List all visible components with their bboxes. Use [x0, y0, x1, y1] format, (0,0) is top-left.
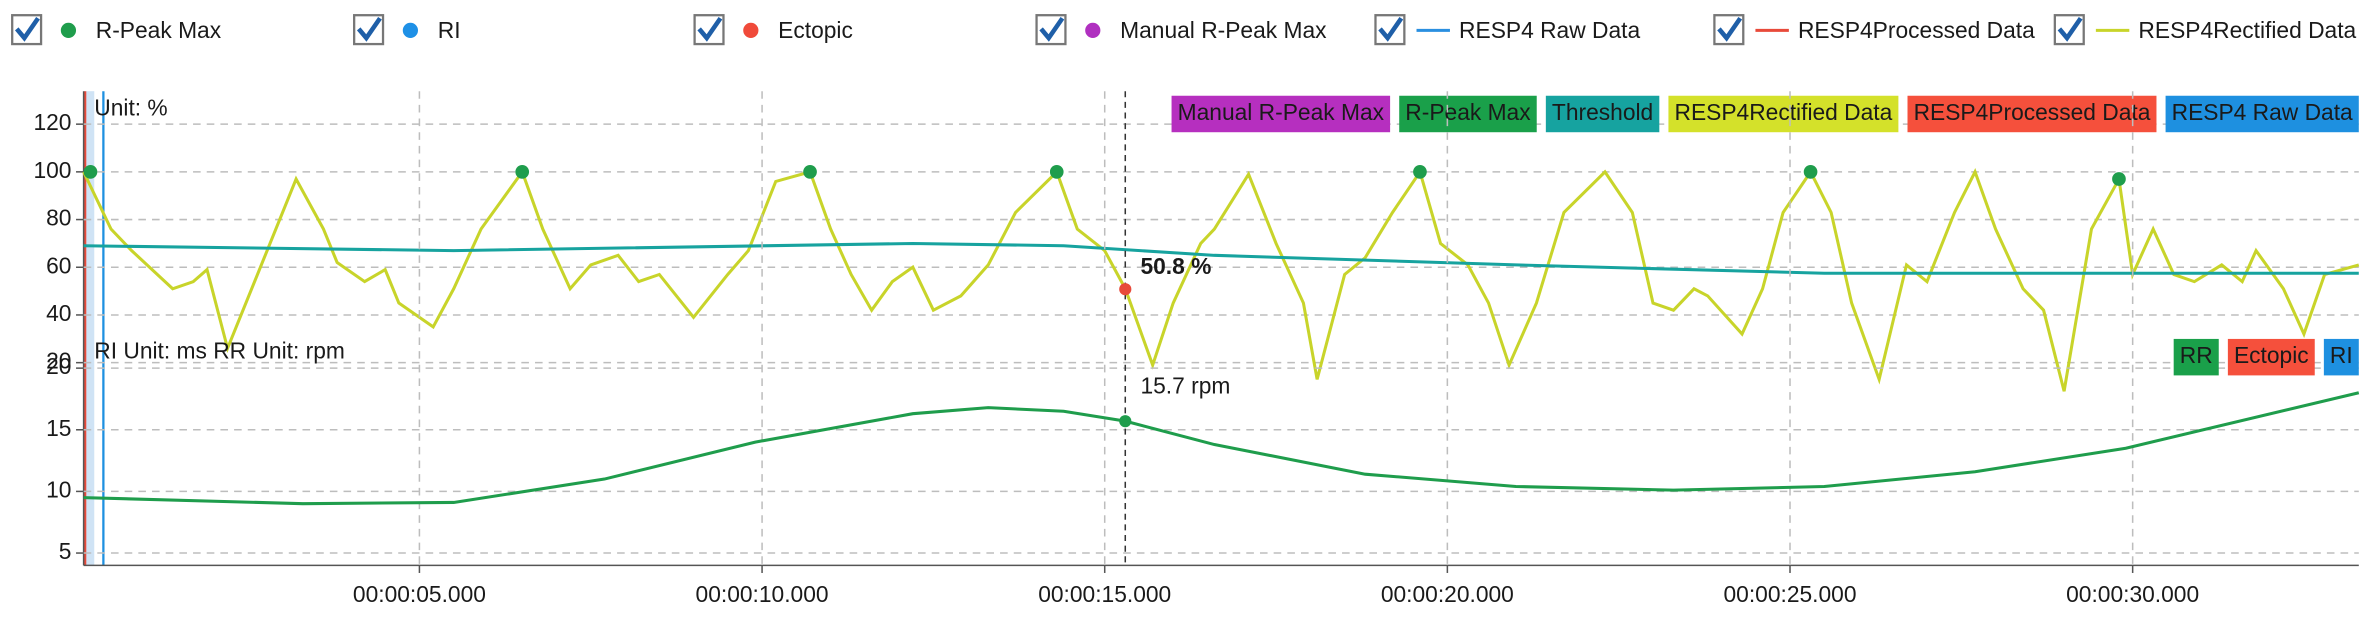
- x-tick-label: 00:00:30.000: [2066, 581, 2199, 607]
- series-tag: [1171, 95, 1391, 133]
- legend-label: Manual R-Peak Max: [1120, 17, 1327, 43]
- series-line: [82, 168, 2360, 392]
- checkmark[interactable]: [1378, 16, 1404, 42]
- series-line: [83, 241, 2359, 275]
- cursor-label: 15.7 rpm: [1140, 373, 1230, 399]
- series-tag: [2165, 95, 2359, 133]
- checkmark[interactable]: [2057, 16, 2083, 42]
- y-tick-label: 15: [46, 415, 71, 441]
- legend-label: RESP4 Raw Data: [1459, 17, 1640, 43]
- x-tick-label: 00:00:10.000: [696, 581, 829, 607]
- y-tick-label: 10: [46, 476, 71, 502]
- unit-label: Unit: %: [94, 94, 167, 120]
- checkmark[interactable]: [697, 16, 723, 42]
- series-line: [83, 391, 2360, 506]
- y-tick-label: 20: [46, 348, 71, 374]
- checkmark[interactable]: [15, 16, 40, 42]
- peak-point: [1049, 165, 1064, 179]
- peak-point: [83, 165, 98, 179]
- series-tag-label: Threshold: [1552, 99, 1653, 125]
- peak-point: [1803, 165, 1818, 179]
- y-tick-label: 80: [46, 205, 71, 231]
- series-tag-label: R-Peak Max: [1405, 99, 1531, 125]
- peak-point: [1413, 165, 1427, 179]
- y-tick-label: 100: [33, 157, 71, 183]
- legend-marker: [402, 22, 418, 38]
- series-tag: [2227, 338, 2315, 376]
- legend-label: Ectopic: [778, 17, 853, 43]
- peak-point: [515, 165, 530, 179]
- x-tick-label: 00:00:25.000: [1723, 581, 1856, 607]
- y-tick-label: 5: [59, 538, 72, 564]
- cursor-point: [1119, 415, 1132, 428]
- y-tick-label: 20: [46, 353, 71, 379]
- legend-marker: [60, 22, 77, 38]
- checkmark[interactable]: [1039, 16, 1065, 42]
- legend-label: RESP4Processed Data: [1798, 17, 2035, 43]
- cursor-point: [1119, 283, 1132, 296]
- y-tick-label: 60: [46, 252, 71, 278]
- series-tag: [1399, 95, 1537, 133]
- series-tag-label: RESP4 Raw Data: [2172, 99, 2353, 125]
- checkmark[interactable]: [1717, 16, 1743, 42]
- series-tag: [1668, 95, 1899, 133]
- selection-band: [83, 91, 95, 566]
- series-tag-label: Ectopic: [2234, 342, 2309, 368]
- series-tag: [1907, 95, 2157, 133]
- legend-label: R-Peak Max: [96, 17, 222, 43]
- unit-label: RI Unit: ms RR Unit: rpm: [94, 338, 345, 364]
- peak-point: [2112, 172, 2126, 186]
- x-tick-label: 00:00:20.000: [1381, 581, 1514, 607]
- series-tag-label: Manual R-Peak Max: [1178, 99, 1385, 125]
- legend-marker: [1085, 22, 1101, 38]
- y-tick-label: 120: [33, 109, 71, 135]
- cursor-label: 50.8 %: [1140, 253, 1211, 279]
- peak-point: [803, 165, 817, 179]
- series-tag: [2173, 338, 2219, 376]
- legend-label: RESP4Rectified Data: [2138, 17, 2356, 43]
- x-tick-label: 00:00:05.000: [353, 581, 486, 607]
- series-tag: [2323, 338, 2359, 376]
- y-tick-label: 40: [46, 300, 71, 326]
- series-tag-label: RI: [2330, 342, 2353, 368]
- legend-marker: [743, 22, 759, 38]
- series-tag-label: RR: [2180, 342, 2213, 368]
- checkmark[interactable]: [356, 16, 382, 42]
- series-tag-label: RESP4Rectified Data: [1675, 99, 1893, 125]
- x-tick-label: 00:00:15.000: [1038, 581, 1171, 607]
- legend-label: RI: [438, 17, 461, 43]
- series-tag-label: RESP4Processed Data: [1914, 99, 2151, 125]
- series-tag: [1545, 95, 1660, 133]
